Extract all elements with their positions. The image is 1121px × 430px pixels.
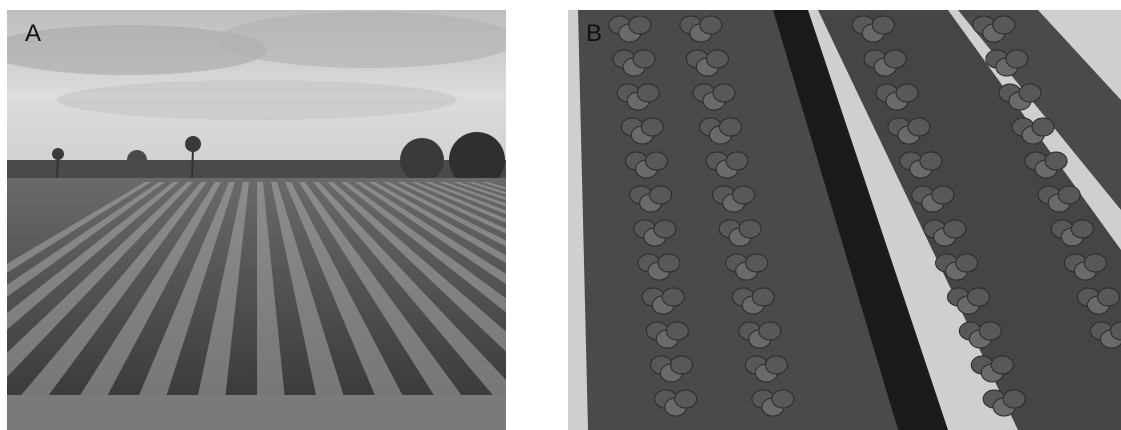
furrow <box>285 182 405 400</box>
furrow <box>425 182 506 214</box>
leaf <box>719 117 743 137</box>
furrow <box>7 182 151 273</box>
leaf <box>883 49 907 69</box>
leaf <box>712 83 736 103</box>
field-rows-photo-icon <box>7 10 506 430</box>
leaf <box>978 321 1002 341</box>
furrow <box>271 182 345 400</box>
furrow <box>7 182 193 377</box>
leaf <box>992 15 1016 35</box>
leaf <box>943 219 967 239</box>
strawberry-plants-photo-icon <box>568 10 1121 430</box>
leaf <box>1110 321 1121 341</box>
furrow <box>383 182 506 247</box>
leaf <box>732 185 756 205</box>
leaf <box>764 355 788 375</box>
photo-panel-a: A <box>7 10 506 430</box>
furrow <box>7 182 165 297</box>
leaf <box>1002 389 1026 409</box>
furrow <box>299 182 465 400</box>
leaf <box>745 253 769 273</box>
furrow <box>17 182 207 400</box>
leaf <box>738 219 762 239</box>
leaf <box>725 151 749 171</box>
leaf <box>649 185 673 205</box>
leaf <box>990 355 1014 375</box>
leaf <box>1083 253 1107 273</box>
leaf <box>1070 219 1094 239</box>
leaf <box>919 151 943 171</box>
leaf <box>1018 83 1042 103</box>
panel-label-b: B <box>586 20 603 47</box>
furrow <box>77 182 221 400</box>
strawberry-plants <box>608 15 1121 417</box>
leaf <box>669 355 693 375</box>
leaf <box>657 253 681 273</box>
furrow <box>341 182 506 313</box>
leaf <box>644 151 668 171</box>
furrow <box>197 182 249 400</box>
leaf <box>895 83 919 103</box>
furrow <box>439 182 506 207</box>
leaf <box>751 287 775 307</box>
leaf <box>771 389 795 409</box>
furrow <box>467 182 506 195</box>
leaf <box>1005 49 1029 69</box>
leaf <box>931 185 955 205</box>
leaf <box>1057 185 1081 205</box>
furrow <box>257 182 285 400</box>
leaf <box>665 321 689 341</box>
furrow <box>397 182 506 234</box>
leaf <box>661 287 685 307</box>
leaf <box>966 287 990 307</box>
leaf <box>1031 117 1055 137</box>
leaf <box>640 117 664 137</box>
furrow <box>369 182 506 264</box>
leaf <box>653 219 677 239</box>
leaf <box>705 49 729 69</box>
leaf <box>907 117 931 137</box>
mulch-rows <box>7 182 506 400</box>
furrow <box>137 182 235 400</box>
furrow <box>327 182 506 352</box>
leaf <box>758 321 782 341</box>
leaf <box>632 49 656 69</box>
leaf <box>871 15 895 35</box>
furrow <box>7 182 179 330</box>
leaf <box>636 83 660 103</box>
furrow <box>481 182 506 190</box>
furrow <box>453 182 506 200</box>
leaf <box>699 15 723 35</box>
leaf <box>628 15 652 35</box>
leaf <box>674 389 698 409</box>
panel-label-a: A <box>25 20 42 47</box>
leaf <box>1096 287 1120 307</box>
photo-panel-b: B <box>568 10 1121 430</box>
furrow <box>313 182 506 400</box>
leaf <box>1044 151 1068 171</box>
furrow <box>411 182 506 223</box>
furrow <box>355 182 506 285</box>
leaf <box>955 253 979 273</box>
